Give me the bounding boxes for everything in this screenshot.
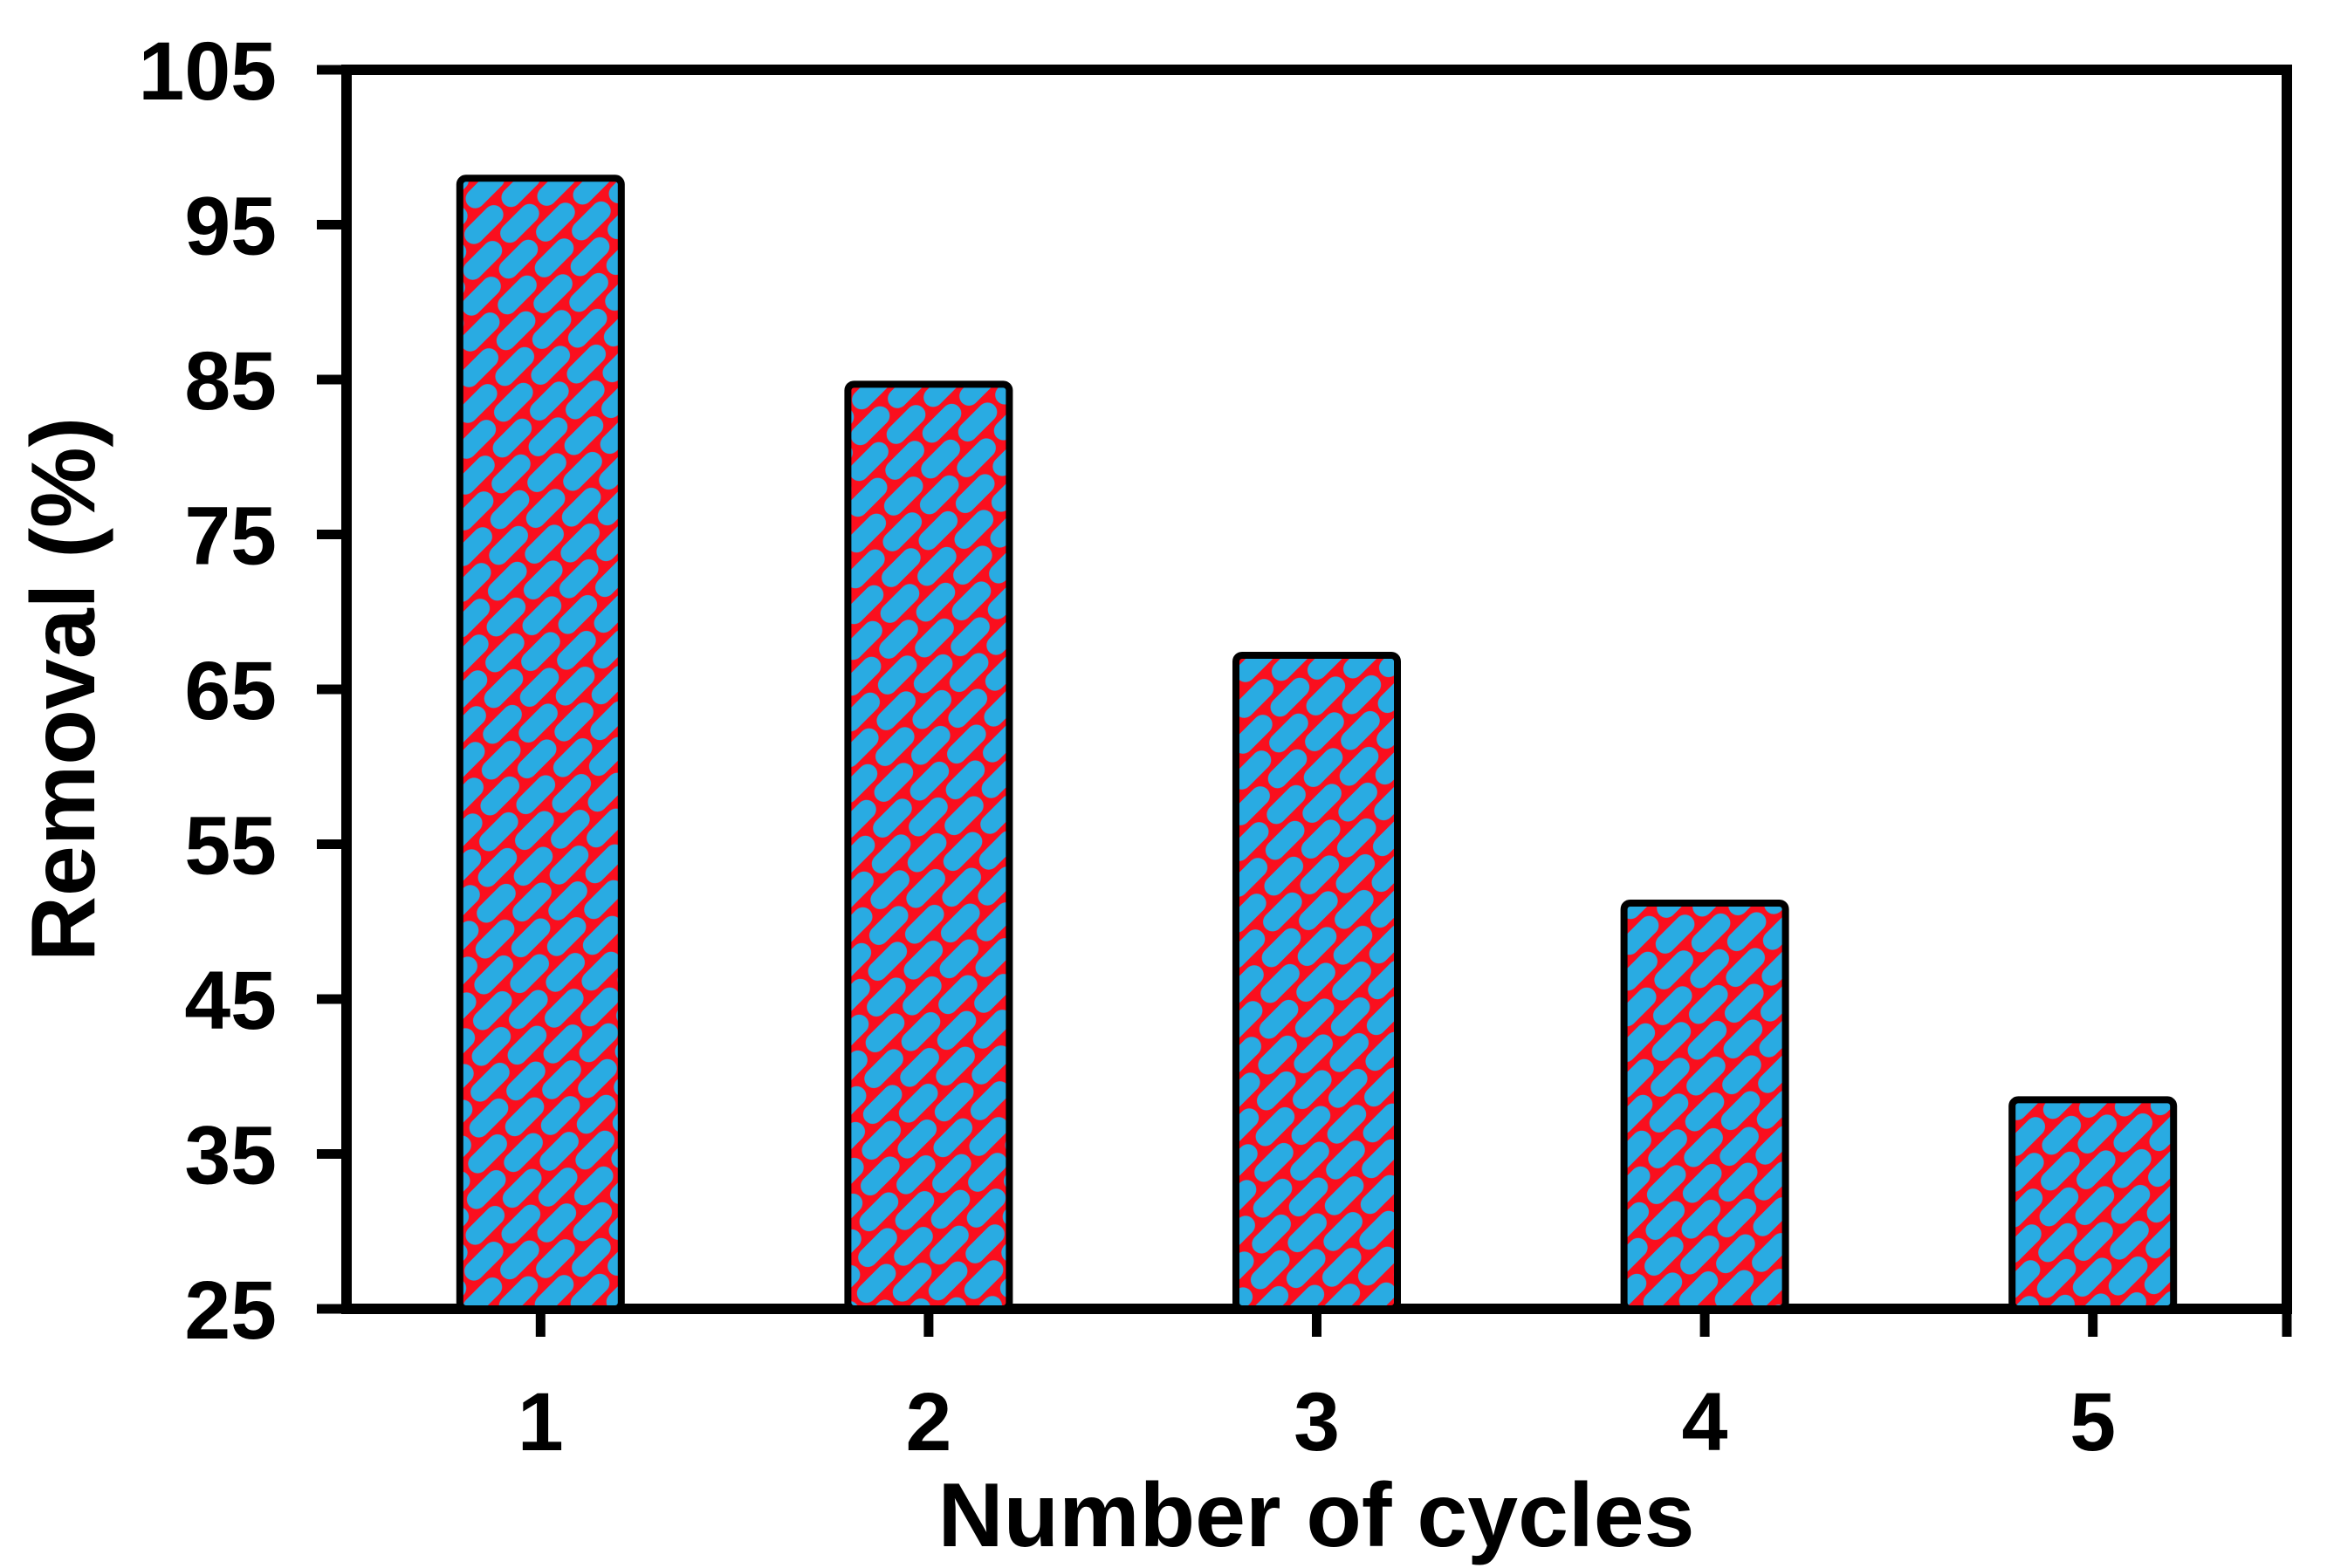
y-tick-label: 25 bbox=[184, 1264, 277, 1357]
bar-cycle-4 bbox=[1620, 899, 1789, 1312]
x-axis-title: Number of cycles bbox=[938, 1465, 1695, 1566]
y-axis-ticks bbox=[317, 65, 343, 1314]
y-tick-label: 35 bbox=[184, 1110, 277, 1202]
y-tick-label: 85 bbox=[184, 335, 277, 428]
y-tick-label: 65 bbox=[184, 645, 277, 737]
y-tick-label: 45 bbox=[184, 955, 277, 1047]
bar-cycle-1 bbox=[456, 175, 625, 1312]
y-tick-label: 55 bbox=[184, 800, 277, 893]
x-tick-label: 2 bbox=[905, 1376, 951, 1469]
x-tick-label: 5 bbox=[2070, 1376, 2116, 1469]
x-axis-ticks bbox=[535, 1312, 2292, 1337]
y-tick-label: 75 bbox=[184, 490, 277, 583]
y-tick-label: 105 bbox=[138, 25, 277, 118]
y-tick-labels: 105 95 85 75 65 55 45 35 25 bbox=[138, 25, 277, 1357]
x-tick-label: 4 bbox=[1682, 1376, 1728, 1469]
bars-group bbox=[456, 175, 2178, 1313]
bar-cycle-2 bbox=[844, 380, 1013, 1313]
bar-cycle-5 bbox=[2008, 1096, 2178, 1312]
x-tick-labels: 1 2 3 4 5 bbox=[518, 1376, 2116, 1469]
y-axis-title: Removal (%) bbox=[13, 417, 114, 962]
x-tick-label: 3 bbox=[1294, 1376, 1340, 1469]
x-tick-label: 1 bbox=[518, 1376, 564, 1469]
bar-cycle-3 bbox=[1232, 651, 1401, 1312]
y-tick-label: 95 bbox=[184, 181, 277, 273]
